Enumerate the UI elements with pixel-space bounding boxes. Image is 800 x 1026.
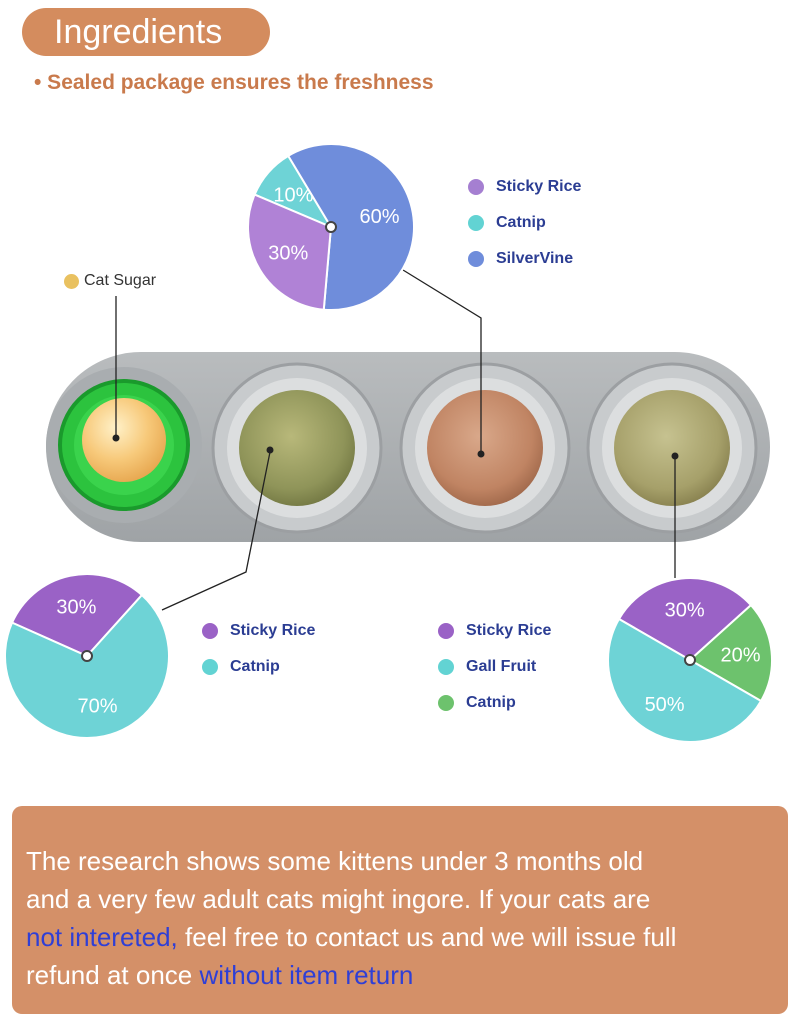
legend-dot bbox=[202, 623, 218, 639]
legend-bottom-left: Sticky Rice Catnip bbox=[202, 613, 315, 685]
cat-toy-tray bbox=[46, 352, 770, 542]
legend-top: Sticky Rice Catnip SilverVine bbox=[468, 169, 581, 277]
ingredients-title: Ingredients bbox=[22, 8, 270, 56]
leader-dot-top bbox=[477, 450, 485, 458]
pie-slice-label: 30% bbox=[268, 243, 308, 265]
cat-sugar-label: Cat Sugar bbox=[84, 272, 157, 289]
gall-fruit-ball bbox=[614, 390, 730, 506]
legend-label: SilverVine bbox=[496, 250, 574, 267]
pie-center-hub bbox=[684, 654, 696, 666]
legend-item: Sticky Rice bbox=[202, 613, 315, 649]
leader-dot-right bbox=[671, 452, 679, 460]
legend-label: Sticky Rice bbox=[230, 622, 316, 639]
pie-center-hub bbox=[81, 650, 93, 662]
pie-slice-silvervine bbox=[286, 143, 415, 311]
pie-slice-sticky-rice bbox=[617, 577, 753, 662]
pie-chart-bottom-right: 30% 20% 50% bbox=[607, 577, 773, 743]
not-interested-link[interactable]: not intereted, bbox=[26, 922, 178, 952]
leader-dot-sugar bbox=[112, 434, 120, 442]
legend-item: SilverVine bbox=[468, 241, 581, 277]
legend-item: Sticky Rice bbox=[468, 169, 581, 205]
catnip-ball-1 bbox=[239, 390, 355, 506]
leader-line-left bbox=[161, 451, 271, 611]
legend-dot bbox=[438, 623, 454, 639]
notice-line-2: and a very few adult cats might ingore. … bbox=[26, 884, 651, 914]
refund-notice: The research shows some kittens under 3 … bbox=[12, 806, 788, 1014]
cat-sugar-dot bbox=[64, 273, 79, 289]
notice-line-1: The research shows some kittens under 3 … bbox=[26, 846, 644, 876]
legend-bottom-middle: Sticky Rice Gall Fruit Catnip bbox=[438, 613, 551, 721]
legend-label: Catnip bbox=[466, 694, 516, 711]
pie-slice-catnip bbox=[688, 603, 773, 703]
legend-label: Sticky Rice bbox=[466, 622, 552, 639]
legend-dot bbox=[438, 695, 454, 711]
pie-slice-sticky-rice bbox=[10, 573, 144, 658]
legend-item: Catnip bbox=[468, 205, 581, 241]
pie-chart-bottom-left: 30% 70% bbox=[4, 573, 170, 739]
legend-item: Gall Fruit bbox=[438, 649, 551, 685]
legend-label: Catnip bbox=[496, 214, 546, 231]
legend-dot bbox=[468, 179, 484, 195]
pie-slice-label: 70% bbox=[78, 696, 118, 718]
silvervine-ball bbox=[427, 390, 543, 506]
leader-dot-left bbox=[266, 446, 274, 454]
legend-label: Gall Fruit bbox=[466, 658, 537, 675]
pie-slice-label: 30% bbox=[56, 596, 96, 618]
legend-dot bbox=[202, 659, 218, 675]
legend-dot bbox=[468, 251, 484, 267]
pie-slice-sticky-rice bbox=[247, 193, 333, 311]
cat-sugar-legend: Cat Sugar bbox=[64, 272, 156, 290]
leader-line-top bbox=[402, 269, 482, 452]
pie-slice-label: 10% bbox=[273, 184, 313, 206]
notice-line-4: refund at once bbox=[26, 960, 200, 990]
legend-label: Catnip bbox=[230, 658, 280, 675]
legend-dot bbox=[438, 659, 454, 675]
cat-sugar-ball bbox=[82, 398, 166, 482]
legend-item: Catnip bbox=[438, 685, 551, 721]
pie-chart-top: 10% 60% 30% bbox=[247, 143, 415, 311]
pie-slice-label: 30% bbox=[665, 599, 705, 621]
pie-slice-gall-fruit bbox=[607, 617, 763, 743]
pie-slice-label: 50% bbox=[645, 694, 685, 716]
pie-slice-catnip bbox=[4, 593, 170, 739]
pie-slice-label: 20% bbox=[721, 645, 761, 667]
notice-text: The research shows some kittens under 3 … bbox=[26, 842, 774, 994]
notice-line-3: feel free to contact us and we will issu… bbox=[177, 922, 677, 952]
legend-item: Catnip bbox=[202, 649, 315, 685]
legend-label: Sticky Rice bbox=[496, 178, 582, 195]
legend-item: Sticky Rice bbox=[438, 613, 551, 649]
pie-center-hub bbox=[325, 221, 337, 233]
leader-lines bbox=[112, 269, 679, 611]
freshness-subtitle: • Sealed package ensures the freshness bbox=[34, 71, 434, 94]
legend-dot bbox=[468, 215, 484, 231]
pie-slice-label: 60% bbox=[360, 206, 400, 228]
without-return-link[interactable]: without item return bbox=[199, 960, 414, 990]
